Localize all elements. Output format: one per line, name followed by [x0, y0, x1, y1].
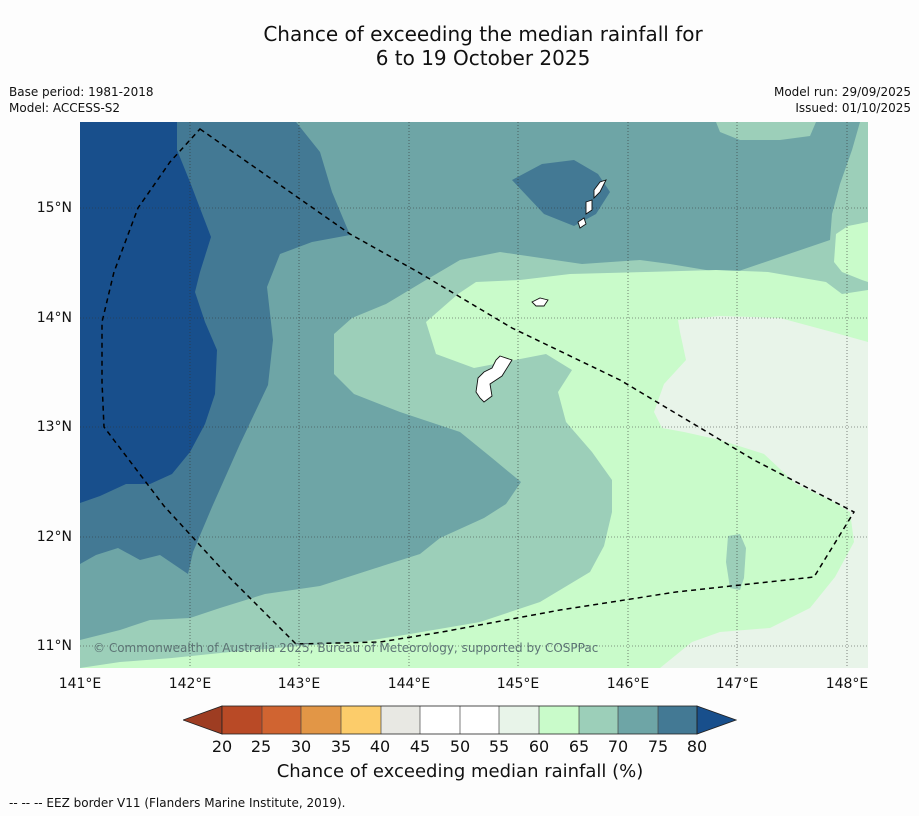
lat-label-13: 13°N [36, 419, 72, 435]
title-line-2: 6 to 19 October 2025 [375, 46, 591, 70]
cb-label-70: 70 [607, 737, 629, 756]
lat-label-15: 15°N [36, 200, 72, 216]
cb-label-65: 65 [568, 737, 590, 756]
lon-label-147: 147°E [715, 676, 759, 692]
saipan-island [593, 179, 607, 200]
lon-label-141: 141°E [58, 676, 102, 692]
lat-label-14: 14°N [36, 310, 72, 326]
contour-60-65-east-bay [834, 222, 868, 282]
eez-footnote: -- -- -- EEZ border V11 (Flanders Marine… [9, 796, 346, 810]
cb-label-50: 50 [449, 737, 471, 756]
lon-label-145: 145°E [496, 676, 540, 692]
colorbar-swatch-60-65 [539, 706, 579, 734]
meta-right: Model run: 29/09/2025 Issued: 01/10/2025 [774, 84, 911, 116]
cb-label-40: 40 [369, 737, 391, 756]
cb-label-80: 80 [686, 737, 708, 756]
lon-label-142: 142°E [168, 676, 212, 692]
contour-60-65 [80, 222, 868, 668]
colorbar-title: Chance of exceeding median rainfall (%) [276, 761, 644, 782]
cb-label-20: 20 [211, 737, 233, 756]
model-name: Model: ACCESS-S2 [9, 101, 121, 115]
guam-island [475, 355, 513, 403]
cb-label-55: 55 [488, 737, 510, 756]
colorbar-swatch-70-75 [618, 706, 658, 734]
islands [475, 179, 607, 403]
title-line-1: Chance of exceeding the median rainfall … [263, 22, 703, 46]
cb-label-60: 60 [528, 737, 550, 756]
colorbar-extend-low [183, 705, 223, 735]
colorbar-extend-high [696, 705, 737, 735]
contour-55-60 [654, 316, 868, 668]
colorbar-swatch-50-55 [460, 706, 499, 734]
colorbar-dividers [261, 706, 659, 734]
colorbar [183, 705, 737, 735]
colorbar-swatch-45-50 [420, 706, 460, 734]
cb-label-45: 45 [409, 737, 431, 756]
lon-label-146: 146°E [606, 676, 650, 692]
contour-75-80-east [512, 160, 610, 226]
rainfall-map [80, 122, 868, 668]
colorbar-swatch-25-30 [262, 706, 301, 734]
tinian-island [585, 199, 593, 215]
rota-island [531, 297, 549, 307]
colorbar-frame [221, 705, 698, 735]
issued-date: Issued: 01/10/2025 [795, 101, 911, 115]
colorbar-swatch-55-60 [499, 706, 539, 734]
contour-65-70-spot [726, 534, 746, 590]
cb-label-35: 35 [330, 737, 352, 756]
lon-label-143: 143°E [277, 676, 321, 692]
colorbar-swatch-30-35 [301, 706, 341, 734]
lat-label-11: 11°N [36, 638, 72, 654]
cb-label-30: 30 [290, 737, 312, 756]
lat-label-12: 12°N [36, 529, 72, 545]
lon-label-148: 148°E [825, 676, 869, 692]
lon-label-144: 144°E [387, 676, 431, 692]
colorbar-swatch-65-70 [579, 706, 618, 734]
colorbar-swatch-40-45 [381, 706, 420, 734]
chart-title: Chance of exceeding the median rainfall … [0, 22, 919, 70]
meta-left: Base period: 1981-2018 Model: ACCESS-S2 [9, 84, 154, 116]
eez-border [101, 128, 856, 645]
map-panel: © Commonwealth of Australia 2025, Bureau… [80, 122, 868, 668]
contour-above-80 [80, 122, 217, 503]
colorbar-swatch-20-25 [222, 706, 262, 734]
northern-island [577, 217, 587, 229]
cb-label-75: 75 [647, 737, 669, 756]
colorbar-swatch-35-40 [341, 706, 381, 734]
gridlines [80, 122, 868, 668]
model-run: Model run: 29/09/2025 [773, 85, 911, 99]
contour-55-60-south [840, 616, 868, 668]
contour-65-70-top [716, 122, 816, 140]
colorbar-swatch-75-80 [658, 706, 697, 734]
copyright-notice: © Commonwealth of Australia 2025, Bureau… [93, 641, 599, 655]
base-period: Base period: 1981-2018 [9, 85, 154, 99]
cb-label-25: 25 [250, 737, 272, 756]
